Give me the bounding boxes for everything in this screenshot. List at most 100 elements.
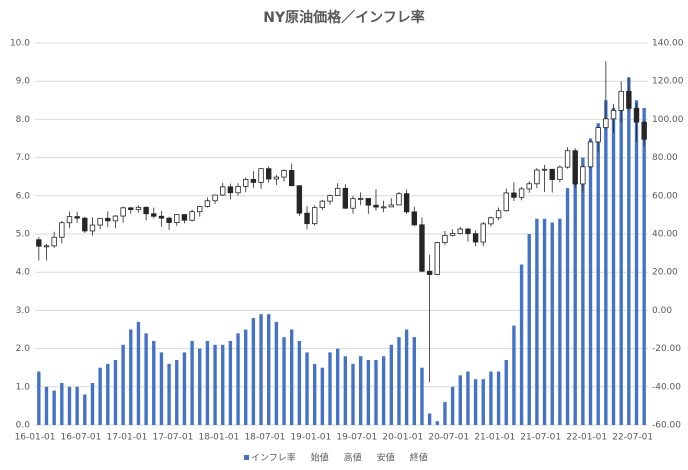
bar: [305, 352, 309, 425]
candle-body: [503, 192, 509, 212]
bar: [466, 371, 470, 425]
bar: [366, 360, 371, 425]
candle-body: [243, 178, 249, 187]
legend-swatch: [244, 455, 249, 460]
x-tick-label: 22-01-01: [566, 433, 607, 443]
bar: [496, 371, 501, 425]
candle-body: [626, 90, 632, 109]
y-tick-label: 10.0: [10, 39, 30, 49]
bar: [129, 329, 133, 425]
bar: [267, 314, 271, 425]
candle-body: [334, 187, 341, 197]
y2-tick-label: -40.00: [652, 382, 681, 392]
candle-body: [549, 168, 555, 180]
candle-body: [442, 234, 448, 243]
y2-tick-label: 0.00: [652, 306, 672, 316]
candle-body: [235, 186, 241, 194]
bar: [205, 340, 210, 425]
candle-body: [595, 127, 601, 143]
bar: [458, 375, 462, 425]
candle-body: [43, 245, 50, 248]
candle-body: [327, 195, 333, 202]
bar: [565, 188, 570, 425]
bar: [144, 333, 148, 425]
bar: [412, 337, 416, 425]
candle-body: [350, 198, 356, 209]
candle-body: [51, 236, 57, 247]
candle-body: [220, 186, 226, 196]
candle-body: [618, 90, 624, 111]
candle-body: [151, 213, 157, 217]
bar: [320, 367, 325, 425]
y2-tick-label: -20.00: [652, 344, 681, 354]
bar: [450, 386, 455, 425]
bar: [550, 222, 554, 425]
bar: [634, 100, 639, 426]
x-tick-label: 17-01-01: [107, 433, 148, 443]
bar: [83, 394, 87, 425]
bar: [136, 321, 141, 425]
bar: [343, 356, 348, 425]
bar: [167, 363, 171, 425]
candle-body: [426, 270, 433, 275]
candle-body: [143, 206, 149, 215]
bar: [121, 344, 125, 425]
bar: [489, 371, 493, 425]
bar: [175, 360, 179, 425]
legend-label: 高値: [344, 452, 362, 464]
bar: [44, 386, 49, 425]
x-tick-label: 20-01-01: [382, 433, 423, 443]
bar: [190, 340, 194, 425]
y2-tick-label: 100.00: [652, 115, 684, 125]
bar: [512, 325, 516, 425]
candle-body: [74, 216, 80, 219]
y-tick-label: 5.0: [16, 230, 31, 240]
bar: [435, 421, 439, 425]
candle-body: [166, 217, 172, 223]
candle-body: [457, 228, 463, 234]
candle-body: [526, 183, 532, 190]
candle-body: [633, 107, 640, 123]
y-tick-label: 3.0: [16, 306, 31, 316]
bar: [420, 367, 424, 425]
bar: [427, 413, 432, 425]
candle-body: [587, 141, 594, 168]
candle-body: [610, 110, 617, 120]
x-tick-label: 18-07-01: [244, 433, 285, 443]
bar: [481, 379, 485, 425]
legend-label: 終値: [410, 452, 428, 464]
bar: [389, 344, 393, 425]
candle-body: [319, 200, 326, 209]
bar: [290, 329, 294, 425]
y2-tick-label: 40.00: [652, 230, 678, 240]
bar: [335, 348, 340, 425]
bar: [619, 96, 623, 425]
bar: [236, 333, 240, 425]
y-tick-label: 0.0: [16, 421, 31, 431]
candle-body: [273, 176, 280, 180]
candle-body: [434, 242, 440, 275]
candle-body: [534, 169, 540, 185]
y2-tick-label: -60.00: [652, 421, 681, 431]
x-tick-label: 19-07-01: [336, 433, 377, 443]
candle-body: [97, 217, 103, 226]
bar: [221, 344, 225, 425]
candle-body: [304, 212, 310, 225]
bar: [274, 321, 279, 425]
chart-title: NY原油価格／インフレ率: [263, 9, 424, 26]
bar: [113, 360, 118, 425]
bar: [198, 348, 202, 425]
candle-body: [36, 239, 42, 247]
x-tick-label: 22-07-01: [612, 433, 653, 443]
bar: [604, 100, 608, 426]
candle-body: [411, 211, 417, 226]
bar: [527, 234, 531, 425]
candle-body: [250, 178, 257, 183]
bar: [244, 329, 248, 425]
y-tick-label: 2.0: [16, 344, 31, 354]
candle-body: [288, 169, 295, 187]
legend-label: 始値: [311, 452, 329, 464]
candle-body: [541, 168, 548, 171]
candle-body: [266, 168, 272, 180]
